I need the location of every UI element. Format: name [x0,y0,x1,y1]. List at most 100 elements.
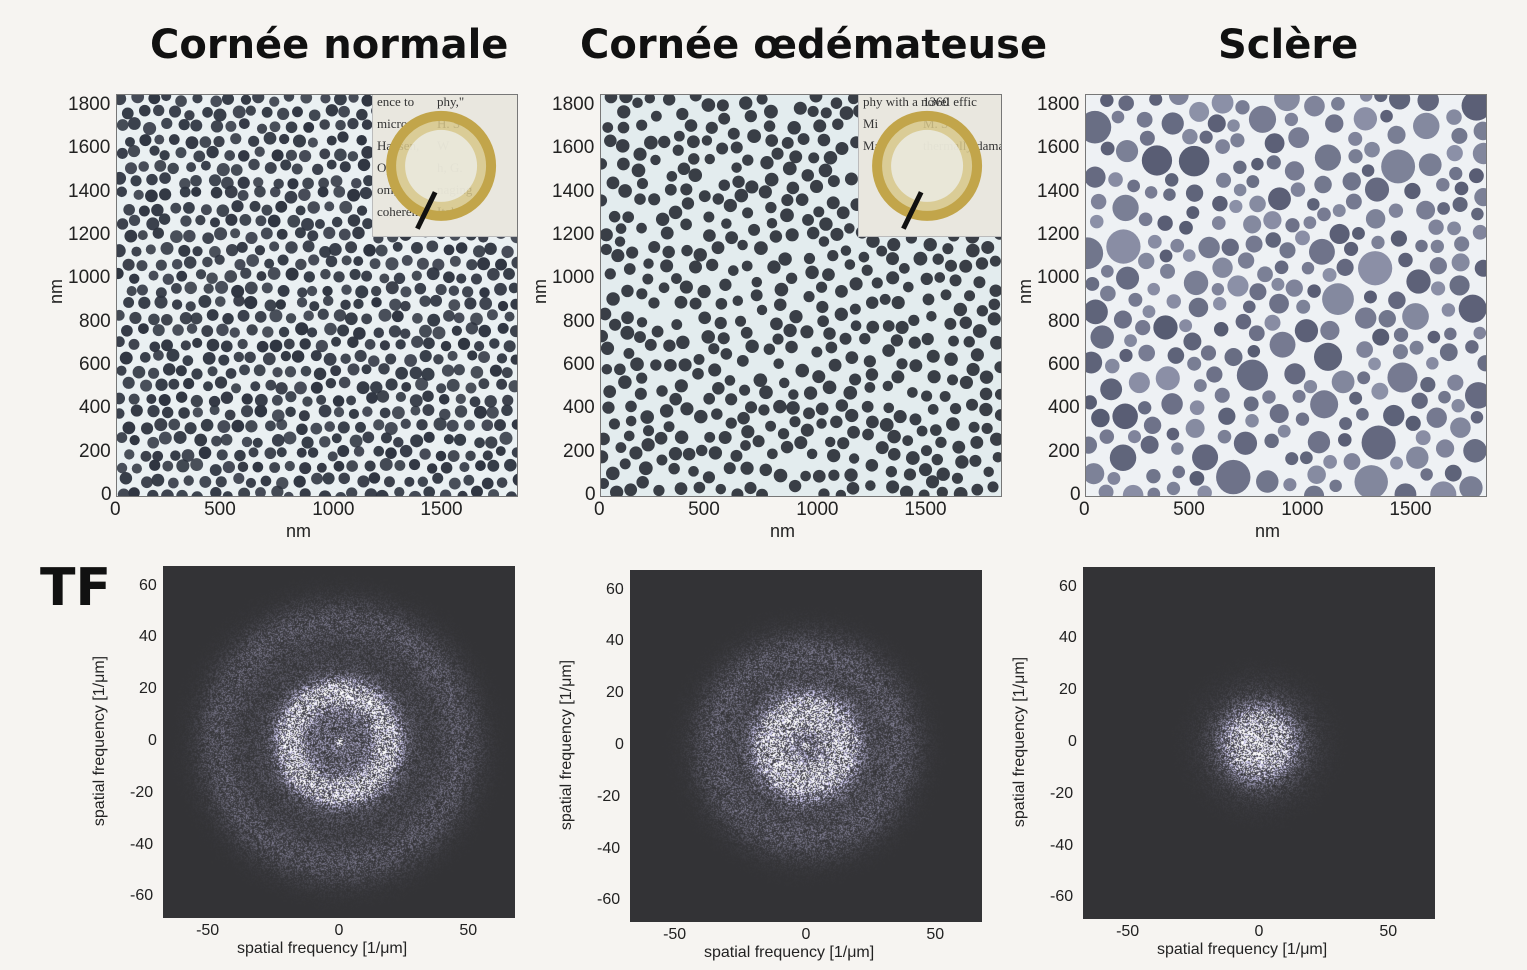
inset-text-1: 1360 [923,94,949,109]
tem-y-tick-0-6: 1200 [68,223,111,245]
tem-y-tick-0-9: 1800 [68,93,111,115]
ft-x-tick-2-0: -50 [1116,923,1140,940]
tem-y-tick-0-3: 600 [79,353,111,375]
tem-x-tick-1-0: 0 [594,499,605,520]
tem-y-tick-1-9: 1800 [552,93,595,115]
tem-y-tick-1-6: 1200 [552,223,595,245]
ft-y-tick-2-5: -40 [1050,836,1074,854]
ft-y-tick-1-6: -60 [597,891,621,909]
tem-y-tick-1-5: 1000 [552,267,595,289]
tem-y-tick-1-8: 1600 [552,137,595,159]
ft-y-tick-2-2: 20 [1059,681,1077,699]
ft-y-tick-2-0: 60 [1059,577,1077,595]
ft-x-tick-2-2: 50 [1379,923,1398,940]
tem-y-tick-2-1: 200 [1048,440,1080,462]
ft-y-tick-0-6: -60 [130,887,154,905]
inset-text-0: ence to [377,94,414,109]
tem-y-tick-1-2: 400 [563,397,595,419]
ft-x-label-2: spatial frequency [1/μm] [1157,941,1328,958]
ft-y-tick-1-4: -20 [597,787,621,805]
ft-y-tick-1-3: 0 [615,736,624,753]
ft-y-tick-0-4: -20 [130,783,154,801]
tem-x-tick-0-0: 0 [110,499,121,520]
ft-x-tick-0-1: 0 [334,922,344,939]
tem-x-label-0: nm [286,521,312,541]
tem-x-label-1: nm [770,521,796,541]
tem-y-tick-1-3: 600 [563,353,595,375]
tem-y-tick-1-1: 200 [563,440,595,462]
ft-y-tick-1-1: 40 [606,632,624,650]
tem-y-label-2: nm [1015,278,1036,304]
ft-y-label-2: spatial frequency [1/μm] [1011,656,1029,828]
tem-x-label-2: nm [1255,521,1281,541]
tem-y-tick-0-4: 800 [79,310,111,332]
inset-text-0: phy with a novel effic [863,94,977,109]
sclera-micrograph [1085,94,1487,497]
tem-x-tick-1-1: 500 [688,499,720,520]
tem-y-label-0: nm [46,278,67,304]
ft-y-tick-2-1: 40 [1059,629,1077,647]
ft-x-tick-1-2: 50 [926,926,945,943]
tem-x-tick-2-0: 0 [1079,499,1090,520]
tem-y-tick-1-0: 0 [585,484,596,505]
ft-x-tick-2-1: 0 [1254,923,1264,940]
tem-y-label-1: nm [530,278,551,304]
tem-y-tick-0-1: 200 [79,440,111,462]
ft-x-label-0: spatial frequency [1/μm] [237,940,408,957]
ft-x-tick-1-1: 0 [801,926,811,943]
inset-text-1: phy," [437,94,464,109]
ft-y-tick-2-6: -60 [1050,888,1074,906]
tem-y-tick-2-7: 1400 [1037,180,1080,202]
ft-y-tick-0-1: 40 [139,628,157,646]
ft-edematous-cornea-spectrum [630,570,982,922]
tem-y-tick-2-3: 600 [1048,353,1080,375]
tem-y-tick-0-0: 0 [101,484,112,505]
ft-y-tick-2-4: -20 [1050,784,1074,802]
title-normal-cornea: Cornée normale [150,22,509,68]
ft-y-label-0: spatial frequency [1/μm] [91,655,109,827]
ft-x-tick-0-0: -50 [196,922,220,939]
tem-y-tick-2-9: 1800 [1037,93,1080,115]
ft-sclera-spectrum [1083,567,1435,919]
tem-x-tick-2-1: 500 [1173,499,1205,520]
tem-y-tick-2-0: 0 [1070,484,1081,505]
tem-x-tick-0-2: 1000 [312,499,355,520]
inset-text-2: Mi [863,116,879,131]
ft-y-tick-1-5: -40 [597,839,621,857]
title-edematous-cornea: Cornée œdémateuse [580,22,1048,68]
tem-y-tick-1-4: 800 [563,310,595,332]
ft-x-tick-0-2: 50 [459,922,478,939]
ft-y-tick-2-3: 0 [1068,733,1077,750]
tem-y-tick-2-2: 400 [1048,397,1080,419]
tem-y-tick-0-5: 1000 [68,267,111,289]
ft-normal-cornea-spectrum [163,566,515,918]
tem-y-tick-0-8: 1600 [68,137,111,159]
title-sclera: Sclère [1218,22,1359,68]
ft-x-label-1: spatial frequency [1/μm] [704,944,875,961]
tem-x-tick-0-1: 500 [204,499,236,520]
tem-x-tick-1-2: 1000 [796,499,839,520]
ft-y-tick-0-3: 0 [148,732,157,749]
tem-y-tick-2-6: 1200 [1037,223,1080,245]
ft-x-tick-1-0: -50 [663,926,687,943]
tem-x-tick-1-3: 1500 [904,499,947,520]
ft-y-tick-1-2: 20 [606,684,624,702]
ft-y-tick-0-5: -40 [130,835,154,853]
ft-y-tick-0-2: 20 [139,680,157,698]
tem-y-tick-1-7: 1400 [552,180,595,202]
tem-y-tick-0-2: 400 [79,397,111,419]
ft-y-tick-1-0: 60 [606,580,624,598]
ft-y-tick-0-0: 60 [139,576,157,594]
tem-y-tick-0-7: 1400 [68,180,111,202]
tem-x-tick-2-3: 1500 [1389,499,1432,520]
tem-y-tick-2-8: 1600 [1037,137,1080,159]
tem-y-tick-2-4: 800 [1048,310,1080,332]
tf-label: TF [40,558,111,618]
tem-x-tick-0-3: 1500 [420,499,463,520]
tem-x-tick-2-2: 1000 [1281,499,1324,520]
tem-y-tick-2-5: 1000 [1037,267,1080,289]
